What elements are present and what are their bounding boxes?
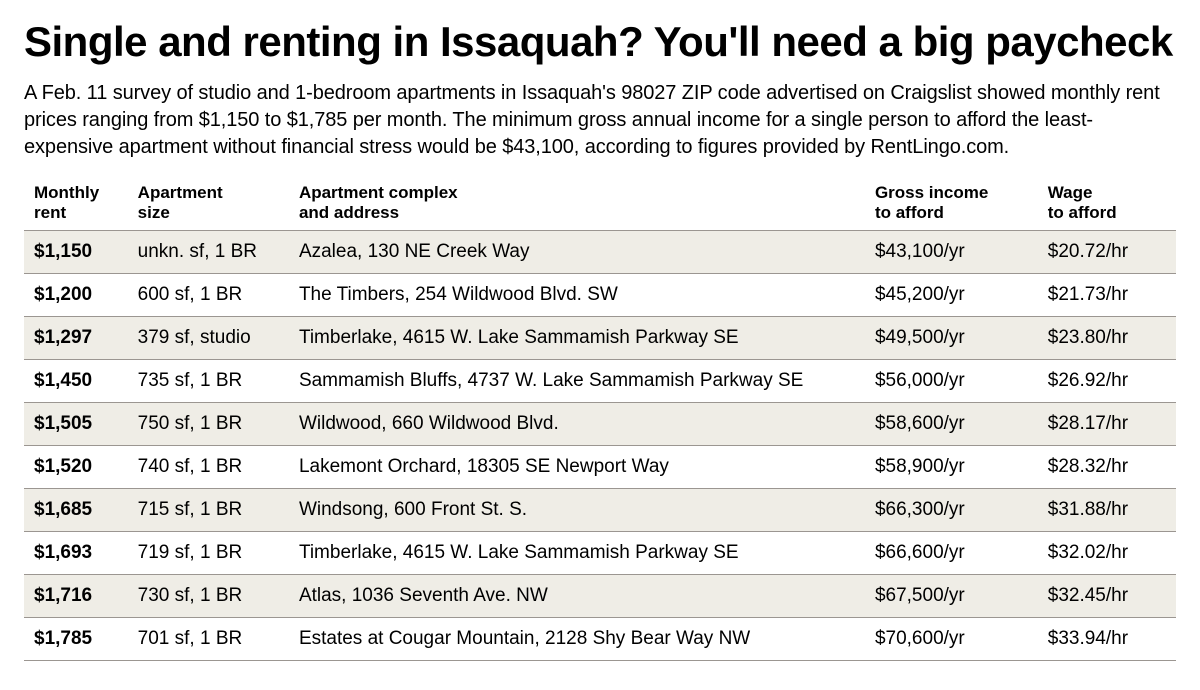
col-header-size: Apartmentsize — [128, 183, 289, 231]
cell-rent: $1,785 — [24, 618, 128, 661]
lede-paragraph: A Feb. 11 survey of studio and 1-bedroom… — [24, 80, 1176, 161]
cell-addr: Windsong, 600 Front St. S. — [289, 489, 865, 532]
col-header-wage: Wageto afford — [1038, 183, 1176, 231]
cell-size: 730 sf, 1 BR — [128, 575, 289, 618]
cell-wage: $28.32/hr — [1038, 446, 1176, 489]
cell-size: 701 sf, 1 BR — [128, 618, 289, 661]
cell-size: 750 sf, 1 BR — [128, 403, 289, 446]
col-header-income: Gross incometo afford — [865, 183, 1038, 231]
table-row: $1,520740 sf, 1 BRLakemont Orchard, 1830… — [24, 446, 1176, 489]
cell-size: 719 sf, 1 BR — [128, 532, 289, 575]
cell-income: $45,200/yr — [865, 274, 1038, 317]
cell-addr: Timberlake, 4615 W. Lake Sammamish Parkw… — [289, 317, 865, 360]
cell-addr: Estates at Cougar Mountain, 2128 Shy Bea… — [289, 618, 865, 661]
cell-size: unkn. sf, 1 BR — [128, 231, 289, 274]
cell-rent: $1,150 — [24, 231, 128, 274]
cell-income: $58,900/yr — [865, 446, 1038, 489]
cell-wage: $26.92/hr — [1038, 360, 1176, 403]
cell-income: $43,100/yr — [865, 231, 1038, 274]
cell-addr: Lakemont Orchard, 18305 SE Newport Way — [289, 446, 865, 489]
cell-addr: Atlas, 1036 Seventh Ave. NW — [289, 575, 865, 618]
cell-size: 740 sf, 1 BR — [128, 446, 289, 489]
cell-income: $67,500/yr — [865, 575, 1038, 618]
cell-wage: $23.80/hr — [1038, 317, 1176, 360]
cell-rent: $1,520 — [24, 446, 128, 489]
cell-size: 715 sf, 1 BR — [128, 489, 289, 532]
cell-rent: $1,200 — [24, 274, 128, 317]
cell-rent: $1,450 — [24, 360, 128, 403]
table-row: $1,297379 sf, studioTimberlake, 4615 W. … — [24, 317, 1176, 360]
cell-rent: $1,505 — [24, 403, 128, 446]
cell-addr: Sammamish Bluffs, 4737 W. Lake Sammamish… — [289, 360, 865, 403]
cell-income: $70,600/yr — [865, 618, 1038, 661]
table-row: $1,450735 sf, 1 BRSammamish Bluffs, 4737… — [24, 360, 1176, 403]
table-row: $1,685715 sf, 1 BRWindsong, 600 Front St… — [24, 489, 1176, 532]
col-header-addr: Apartment complexand address — [289, 183, 865, 231]
cell-rent: $1,685 — [24, 489, 128, 532]
cell-addr: Timberlake, 4615 W. Lake Sammamish Parkw… — [289, 532, 865, 575]
cell-addr: Azalea, 130 NE Creek Way — [289, 231, 865, 274]
cell-addr: Wildwood, 660 Wildwood Blvd. — [289, 403, 865, 446]
cell-rent: $1,693 — [24, 532, 128, 575]
cell-size: 735 sf, 1 BR — [128, 360, 289, 403]
table-body: $1,150unkn. sf, 1 BRAzalea, 130 NE Creek… — [24, 231, 1176, 661]
headline: Single and renting in Issaquah? You'll n… — [24, 18, 1176, 66]
cell-size: 379 sf, studio — [128, 317, 289, 360]
cell-income: $58,600/yr — [865, 403, 1038, 446]
col-header-rent: Monthlyrent — [24, 183, 128, 231]
cell-wage: $32.02/hr — [1038, 532, 1176, 575]
cell-addr: The Timbers, 254 Wildwood Blvd. SW — [289, 274, 865, 317]
table-row: $1,693719 sf, 1 BRTimberlake, 4615 W. La… — [24, 532, 1176, 575]
cell-wage: $32.45/hr — [1038, 575, 1176, 618]
cell-rent: $1,297 — [24, 317, 128, 360]
cell-wage: $33.94/hr — [1038, 618, 1176, 661]
table-row: $1,150unkn. sf, 1 BRAzalea, 130 NE Creek… — [24, 231, 1176, 274]
cell-wage: $31.88/hr — [1038, 489, 1176, 532]
table-row: $1,200600 sf, 1 BRThe Timbers, 254 Wildw… — [24, 274, 1176, 317]
cell-income: $66,300/yr — [865, 489, 1038, 532]
cell-wage: $20.72/hr — [1038, 231, 1176, 274]
cell-income: $56,000/yr — [865, 360, 1038, 403]
cell-income: $66,600/yr — [865, 532, 1038, 575]
cell-wage: $28.17/hr — [1038, 403, 1176, 446]
cell-wage: $21.73/hr — [1038, 274, 1176, 317]
table-header-row: Monthlyrent Apartmentsize Apartment comp… — [24, 183, 1176, 231]
table-row: $1,505750 sf, 1 BRWildwood, 660 Wildwood… — [24, 403, 1176, 446]
rent-table: Monthlyrent Apartmentsize Apartment comp… — [24, 183, 1176, 661]
table-row: $1,716730 sf, 1 BRAtlas, 1036 Seventh Av… — [24, 575, 1176, 618]
cell-rent: $1,716 — [24, 575, 128, 618]
table-row: $1,785701 sf, 1 BREstates at Cougar Moun… — [24, 618, 1176, 661]
cell-size: 600 sf, 1 BR — [128, 274, 289, 317]
cell-income: $49,500/yr — [865, 317, 1038, 360]
